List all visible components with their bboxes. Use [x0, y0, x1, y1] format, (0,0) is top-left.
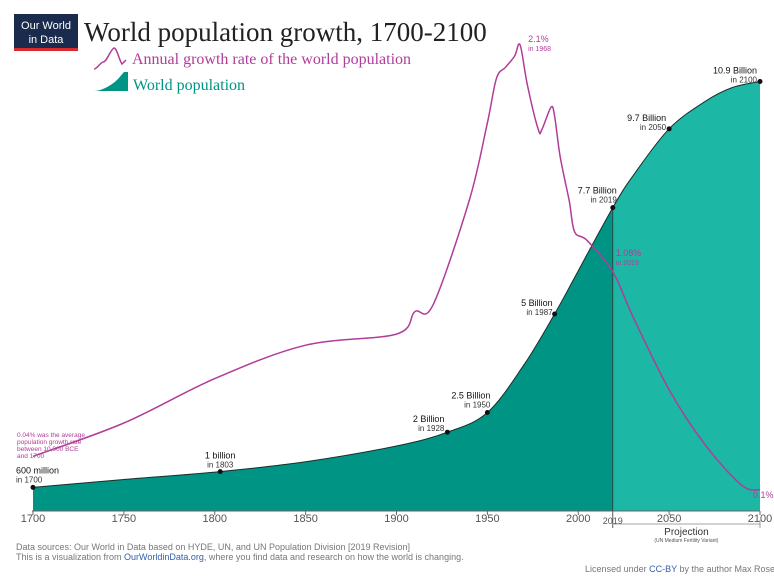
projection-label: Projection	[664, 527, 708, 538]
legend: Annual growth rate of the world populati…	[93, 47, 411, 94]
legend-growth-swatch	[93, 47, 127, 70]
population-point-2050	[666, 126, 672, 132]
legend-population-swatch	[94, 72, 128, 91]
footer-sources: Data sources: Our World in Data based on…	[16, 542, 411, 552]
logo-line2: in Data	[29, 34, 65, 46]
x-tick-label-2050: 2050	[657, 513, 681, 525]
growth-2100-label: 0.1%	[753, 490, 774, 500]
owid-link[interactable]: OurWorldinData.org	[124, 552, 204, 562]
growth-note-line: and 1700	[17, 453, 44, 460]
x-tick-label-1900: 1900	[384, 513, 408, 525]
x-tick-label-1750: 1750	[112, 513, 136, 525]
population-label-1700: 600 million	[16, 465, 59, 475]
population-sublabel-2100: in 2100	[731, 76, 758, 85]
license-suffix: by the author Max Roser	[676, 564, 774, 574]
population-label-2019: 7.7 Billion	[578, 186, 617, 196]
growth-peak-sublabel: in 1968	[528, 46, 551, 53]
population-sublabel-2019: in 2019	[591, 196, 618, 205]
growth-2019-sublabel: in 2019	[616, 260, 639, 267]
growth-note-line: population growth rate	[17, 439, 82, 446]
x-tick-label-1950: 1950	[475, 513, 499, 525]
population-point-1700	[30, 484, 36, 490]
chart-title: World population growth, 1700-2100	[84, 17, 487, 47]
population-point-2019	[610, 205, 616, 211]
x-tick-label-2100: 2100	[748, 513, 772, 525]
population-point-1987	[552, 311, 558, 317]
footer-viz-prefix: This is a visualization from	[16, 552, 125, 562]
population-point-1803	[217, 469, 223, 475]
logo-underline	[14, 48, 78, 51]
growth-2019-label: 1.08%	[616, 248, 642, 258]
population-line	[32, 81, 761, 488]
population-point-1928	[444, 429, 450, 435]
population-label-1987: 5 Billion	[521, 298, 553, 308]
population-label-1928: 2 Billion	[413, 414, 445, 424]
owid-logo[interactable]: Our World in Data	[14, 14, 78, 51]
x-tick-label-2019: 2019	[603, 516, 623, 526]
growth-rate-line	[32, 43, 761, 491]
population-sublabel-2050: in 2050	[640, 123, 667, 132]
plot-area: Projection(UN Medium Fertility Variant) 1…	[16, 34, 774, 544]
population-area-historic	[33, 207, 613, 511]
population-label-2050: 9.7 Billion	[627, 113, 666, 123]
population-sublabel-1803: in 1803	[207, 461, 234, 470]
population-sublabel-1950: in 1950	[464, 401, 491, 410]
population-point-2100	[757, 79, 763, 85]
population-label-2100: 10.9 Billion	[713, 66, 757, 76]
growth-note-line: between 10,000 BCE	[17, 446, 79, 453]
x-tick-label-1850: 1850	[293, 513, 317, 525]
population-label-1950: 2.5 Billion	[451, 391, 490, 401]
population-sublabel-1700: in 1700	[16, 475, 43, 484]
footer-license: Licensed under CC-BY by the author Max R…	[585, 564, 774, 574]
growth-peak-label: 2.1%	[528, 34, 549, 44]
license-prefix: Licensed under	[585, 564, 650, 574]
logo-line1: Our World	[21, 20, 71, 32]
population-label-1803: 1 billion	[205, 451, 236, 461]
license-link[interactable]: CC-BY	[649, 564, 677, 574]
projection-sublabel: (UN Medium Fertility Variant)	[654, 538, 718, 544]
growth-note-line: 0.04% was the average	[17, 432, 85, 439]
logo-background	[14, 14, 78, 48]
x-tick-label-2000: 2000	[566, 513, 590, 525]
footer-viz-suffix: , where you find data and research on ho…	[203, 552, 464, 562]
x-tick-label-1800: 1800	[203, 513, 227, 525]
population-point-1950	[484, 410, 490, 415]
legend-growth-label: Annual growth rate of the world populati…	[132, 51, 411, 68]
population-sublabel-1987: in 1987	[526, 308, 553, 317]
legend-population-label: World population	[133, 77, 245, 94]
x-tick-label-1700: 1700	[21, 513, 45, 525]
population-sublabel-1928: in 1928	[418, 424, 445, 433]
footer-visualization: This is a visualization from OurWorldinD…	[16, 552, 464, 562]
population-area-projection	[612, 81, 760, 511]
